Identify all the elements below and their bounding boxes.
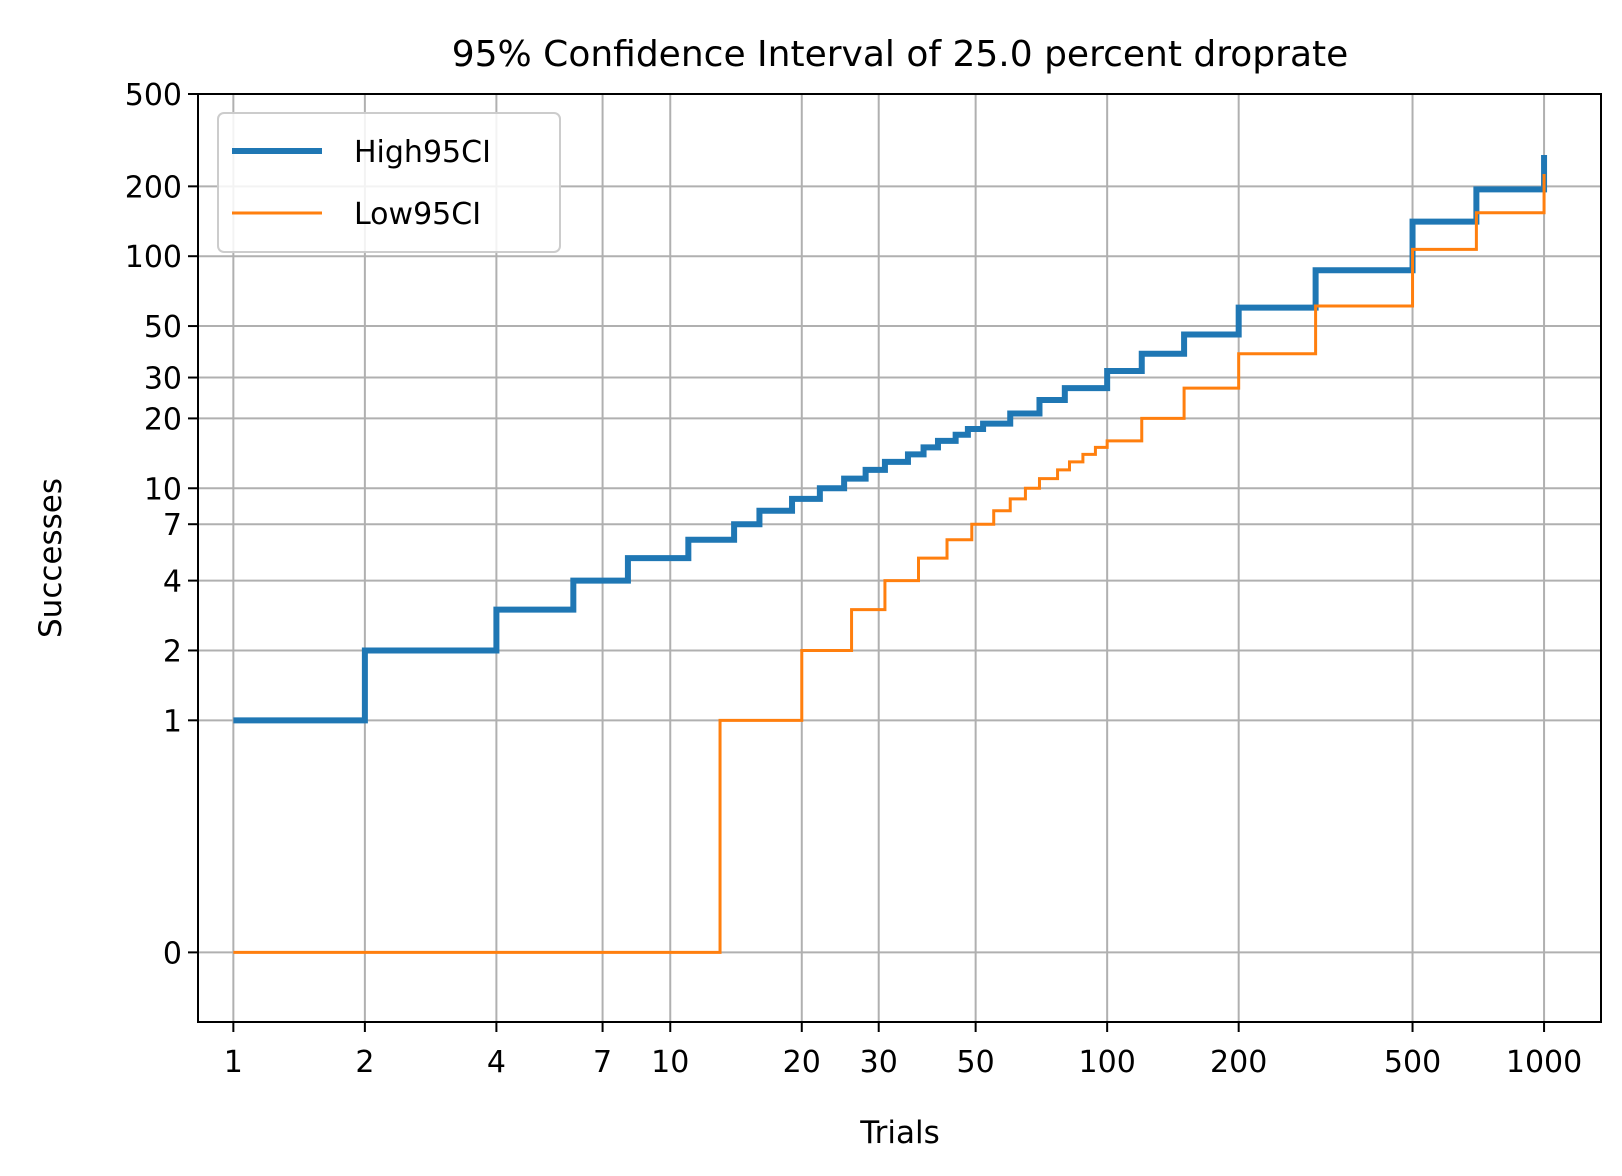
y-tick-label: 50 <box>144 310 182 345</box>
y-tick-label: 10 <box>144 472 182 507</box>
x-tick-label: 200 <box>1210 1045 1267 1080</box>
y-axis-label: Successes <box>33 478 69 638</box>
x-tick-label: 1000 <box>1506 1045 1582 1080</box>
chart-title: 95% Confidence Interval of 25.0 percent … <box>452 34 1349 75</box>
x-tick-label: 10 <box>651 1045 689 1080</box>
y-tick-label: 100 <box>125 240 182 275</box>
x-tick-label: 500 <box>1384 1045 1441 1080</box>
x-tick-label: 4 <box>487 1045 506 1080</box>
plot-series <box>233 154 1548 954</box>
x-tick-label: 7 <box>593 1045 612 1080</box>
series-line-high95ci <box>233 154 1548 724</box>
x-tick-label: 1 <box>224 1045 243 1080</box>
y-tick-label: 0 <box>163 936 182 971</box>
y-tick-label: 2 <box>163 634 182 669</box>
x-tick-label: 2 <box>355 1045 374 1080</box>
x-tick-label: 30 <box>860 1045 898 1080</box>
y-tick-label: 7 <box>163 508 182 543</box>
y-tick-label: 1 <box>163 704 182 739</box>
legend: High95CI Low95CI <box>217 112 561 253</box>
axes-frame <box>197 93 1602 1023</box>
legend-box <box>217 112 561 253</box>
axis-ticks: 1 2 4 7 10 20 30 50 100 200 500 1000012471020305010… <box>125 78 1583 1080</box>
series-line-low95ci <box>233 174 1546 954</box>
y-tick-label: 200 <box>125 170 182 205</box>
y-tick-label: 30 <box>144 362 182 397</box>
legend-label-low95ci: Low95CI <box>354 197 481 232</box>
x-tick-label: 50 <box>957 1045 995 1080</box>
x-axis-label: Trials <box>859 1115 940 1151</box>
x-tick-label: 20 <box>783 1045 821 1080</box>
y-tick-label: 500 <box>125 78 182 113</box>
y-tick-label: 4 <box>163 565 182 600</box>
x-tick-label: 100 <box>1079 1045 1136 1080</box>
y-tick-label: 20 <box>144 402 182 437</box>
legend-label-high95ci: High95CI <box>354 135 491 170</box>
